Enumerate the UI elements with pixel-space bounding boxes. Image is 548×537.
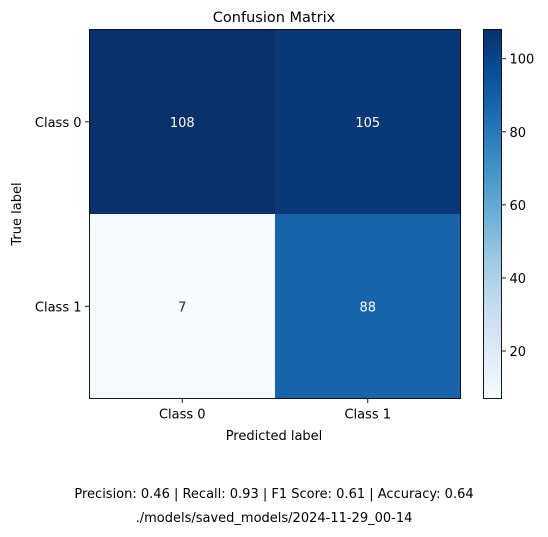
x-tick-label: Class 1 — [344, 408, 391, 423]
matrix-cells — [89, 29, 461, 399]
colorbar-tick-label: 40 — [510, 272, 527, 287]
x-tick-label: Class 0 — [159, 408, 206, 423]
cell-value-labels: 108 105 7 88 — [170, 116, 380, 316]
matrix-cell — [89, 29, 276, 215]
chart-title: Confusion Matrix — [213, 10, 336, 26]
cell-value-label: 108 — [170, 116, 195, 131]
x-axis-label: Predicted label — [226, 429, 323, 444]
colorbar-ticks: 20 40 60 80 100 — [501, 53, 535, 360]
matrix-cell — [275, 214, 461, 399]
plot-frame — [89, 29, 461, 399]
model-path-caption: ./models/saved_models/2024-11-29_00-14 — [135, 511, 413, 526]
y-axis-label: True label — [10, 182, 25, 246]
y-axis-ticks: Class 0 Class 1 — [35, 116, 90, 315]
matrix-cell — [89, 214, 276, 399]
y-tick-label: Class 0 — [35, 116, 82, 131]
cell-value-label: 88 — [359, 300, 376, 315]
cell-value-label: 7 — [178, 300, 186, 315]
y-tick-label: Class 1 — [35, 300, 82, 315]
cell-value-label: 105 — [355, 116, 380, 131]
colorbar-tick-label: 60 — [510, 199, 527, 214]
colorbar-tick-label: 80 — [510, 126, 527, 141]
x-axis-ticks: Class 0 Class 1 — [159, 398, 391, 423]
colorbar — [483, 29, 502, 399]
metrics-caption: Precision: 0.46 | Recall: 0.93 | F1 Scor… — [74, 487, 474, 502]
matrix-cell — [275, 29, 461, 215]
colorbar-tick-label: 20 — [510, 345, 527, 360]
colorbar-tick-label: 100 — [510, 53, 535, 68]
